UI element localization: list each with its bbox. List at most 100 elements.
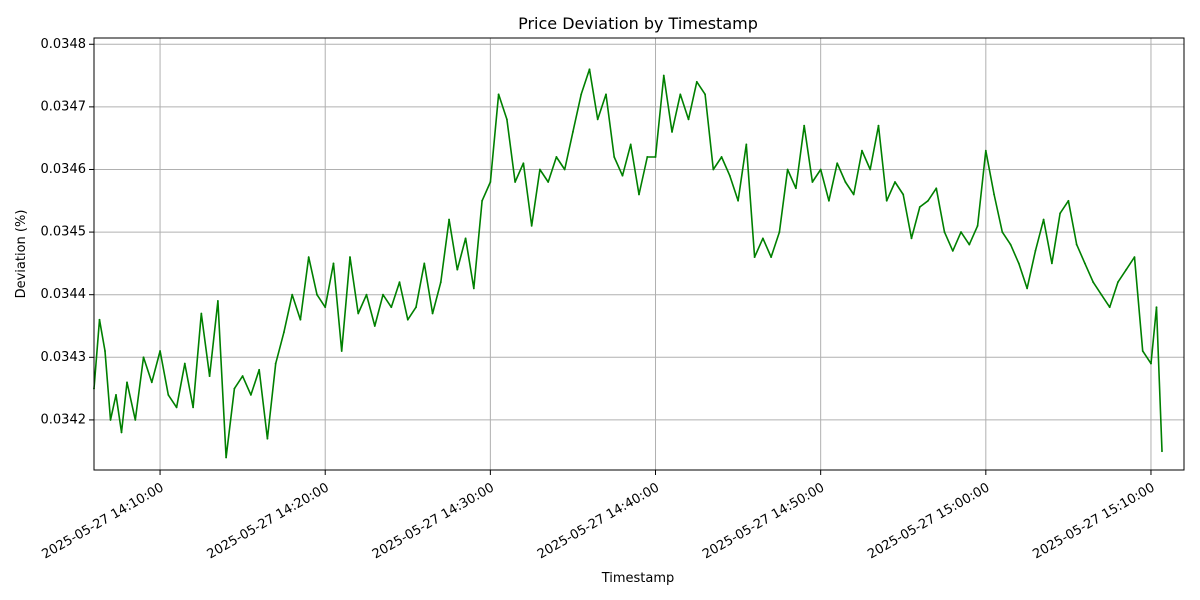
data-point xyxy=(753,256,756,259)
data-point xyxy=(836,162,839,165)
data-point xyxy=(720,156,723,158)
data-point xyxy=(605,93,607,96)
data-point xyxy=(431,312,434,315)
y-tick-label: 0.0343 xyxy=(41,350,87,365)
data-point xyxy=(555,156,558,158)
data-point xyxy=(1133,256,1136,259)
data-point xyxy=(357,312,360,315)
data-point xyxy=(208,375,211,377)
data-point xyxy=(1009,243,1012,246)
data-point xyxy=(712,168,715,171)
data-point xyxy=(811,181,814,183)
data-point xyxy=(828,199,830,202)
data-point xyxy=(1100,293,1103,296)
data-point xyxy=(1125,268,1128,271)
data-point xyxy=(514,181,517,183)
data-point xyxy=(415,306,417,309)
grid xyxy=(94,38,1184,470)
data-point xyxy=(852,193,855,196)
data-point xyxy=(134,419,137,421)
data-point xyxy=(373,325,376,327)
data-point xyxy=(505,118,508,121)
data-point xyxy=(1150,362,1152,365)
data-point xyxy=(365,293,368,296)
data-point xyxy=(456,268,459,271)
data-point xyxy=(1161,450,1163,453)
data-point xyxy=(761,237,764,240)
data-point xyxy=(481,199,484,202)
data-point xyxy=(1042,218,1045,221)
data-point xyxy=(1067,199,1070,202)
data-point xyxy=(1117,281,1119,284)
data-point xyxy=(935,187,938,190)
y-axis-ticks: 0.0342 0.0343 0.0344 0.0345 0.0346 0.0347 0.03… xyxy=(41,37,94,427)
data-point xyxy=(910,237,913,240)
data-point xyxy=(844,181,847,183)
data-point xyxy=(976,224,979,227)
y-axis-label: Deviation (%) xyxy=(14,210,29,299)
data-point xyxy=(382,293,384,296)
y-tick-label: 0.0344 xyxy=(41,287,87,302)
data-point xyxy=(861,149,863,152)
data-point xyxy=(126,381,128,384)
data-point xyxy=(233,387,236,390)
data-point xyxy=(1059,212,1062,215)
data-point xyxy=(316,293,318,296)
data-point xyxy=(104,350,106,352)
data-point xyxy=(423,262,426,265)
y-tick-label: 0.0347 xyxy=(41,99,87,114)
data-point xyxy=(563,168,566,171)
data-point xyxy=(530,224,533,227)
data-point xyxy=(588,68,591,71)
data-point xyxy=(109,419,112,421)
data-point xyxy=(638,193,640,196)
data-point xyxy=(877,124,880,127)
data-point xyxy=(522,162,525,165)
data-point xyxy=(266,437,269,440)
data-point xyxy=(159,350,161,352)
data-point xyxy=(794,187,797,190)
data-point xyxy=(819,168,822,171)
data-point xyxy=(274,362,277,365)
data-point xyxy=(183,362,186,365)
data-point xyxy=(283,331,285,334)
data-point xyxy=(307,256,310,259)
data-point xyxy=(737,199,739,202)
data-point xyxy=(115,393,117,396)
data-point xyxy=(770,256,773,259)
data-point xyxy=(1108,306,1111,309)
data-point xyxy=(241,375,244,377)
data-point xyxy=(803,124,806,127)
data-point xyxy=(885,199,888,202)
data-point xyxy=(175,406,178,409)
data-point xyxy=(654,156,657,158)
data-point xyxy=(1050,262,1053,265)
data-point xyxy=(398,281,401,284)
data-point xyxy=(1075,243,1078,246)
data-point xyxy=(778,231,781,233)
data-point xyxy=(679,93,682,96)
data-point xyxy=(340,350,343,352)
data-point xyxy=(580,93,583,96)
y-tick-label: 0.0345 xyxy=(41,225,87,240)
data-point xyxy=(1155,306,1158,309)
data-point xyxy=(596,118,599,121)
data-point xyxy=(951,249,954,252)
data-point xyxy=(662,74,665,77)
data-point xyxy=(225,456,228,459)
data-point xyxy=(943,231,946,233)
data-point xyxy=(704,93,706,96)
data-point xyxy=(671,131,673,133)
data-point xyxy=(629,143,632,146)
data-point xyxy=(299,318,302,321)
data-point xyxy=(745,143,748,146)
data-point xyxy=(572,131,574,133)
x-axis-label: Timestamp xyxy=(601,571,675,586)
data-point xyxy=(324,306,327,309)
data-point xyxy=(993,193,995,196)
data-point xyxy=(167,393,170,396)
data-point xyxy=(695,80,698,83)
data-point xyxy=(1141,350,1144,352)
data-point xyxy=(200,312,203,315)
